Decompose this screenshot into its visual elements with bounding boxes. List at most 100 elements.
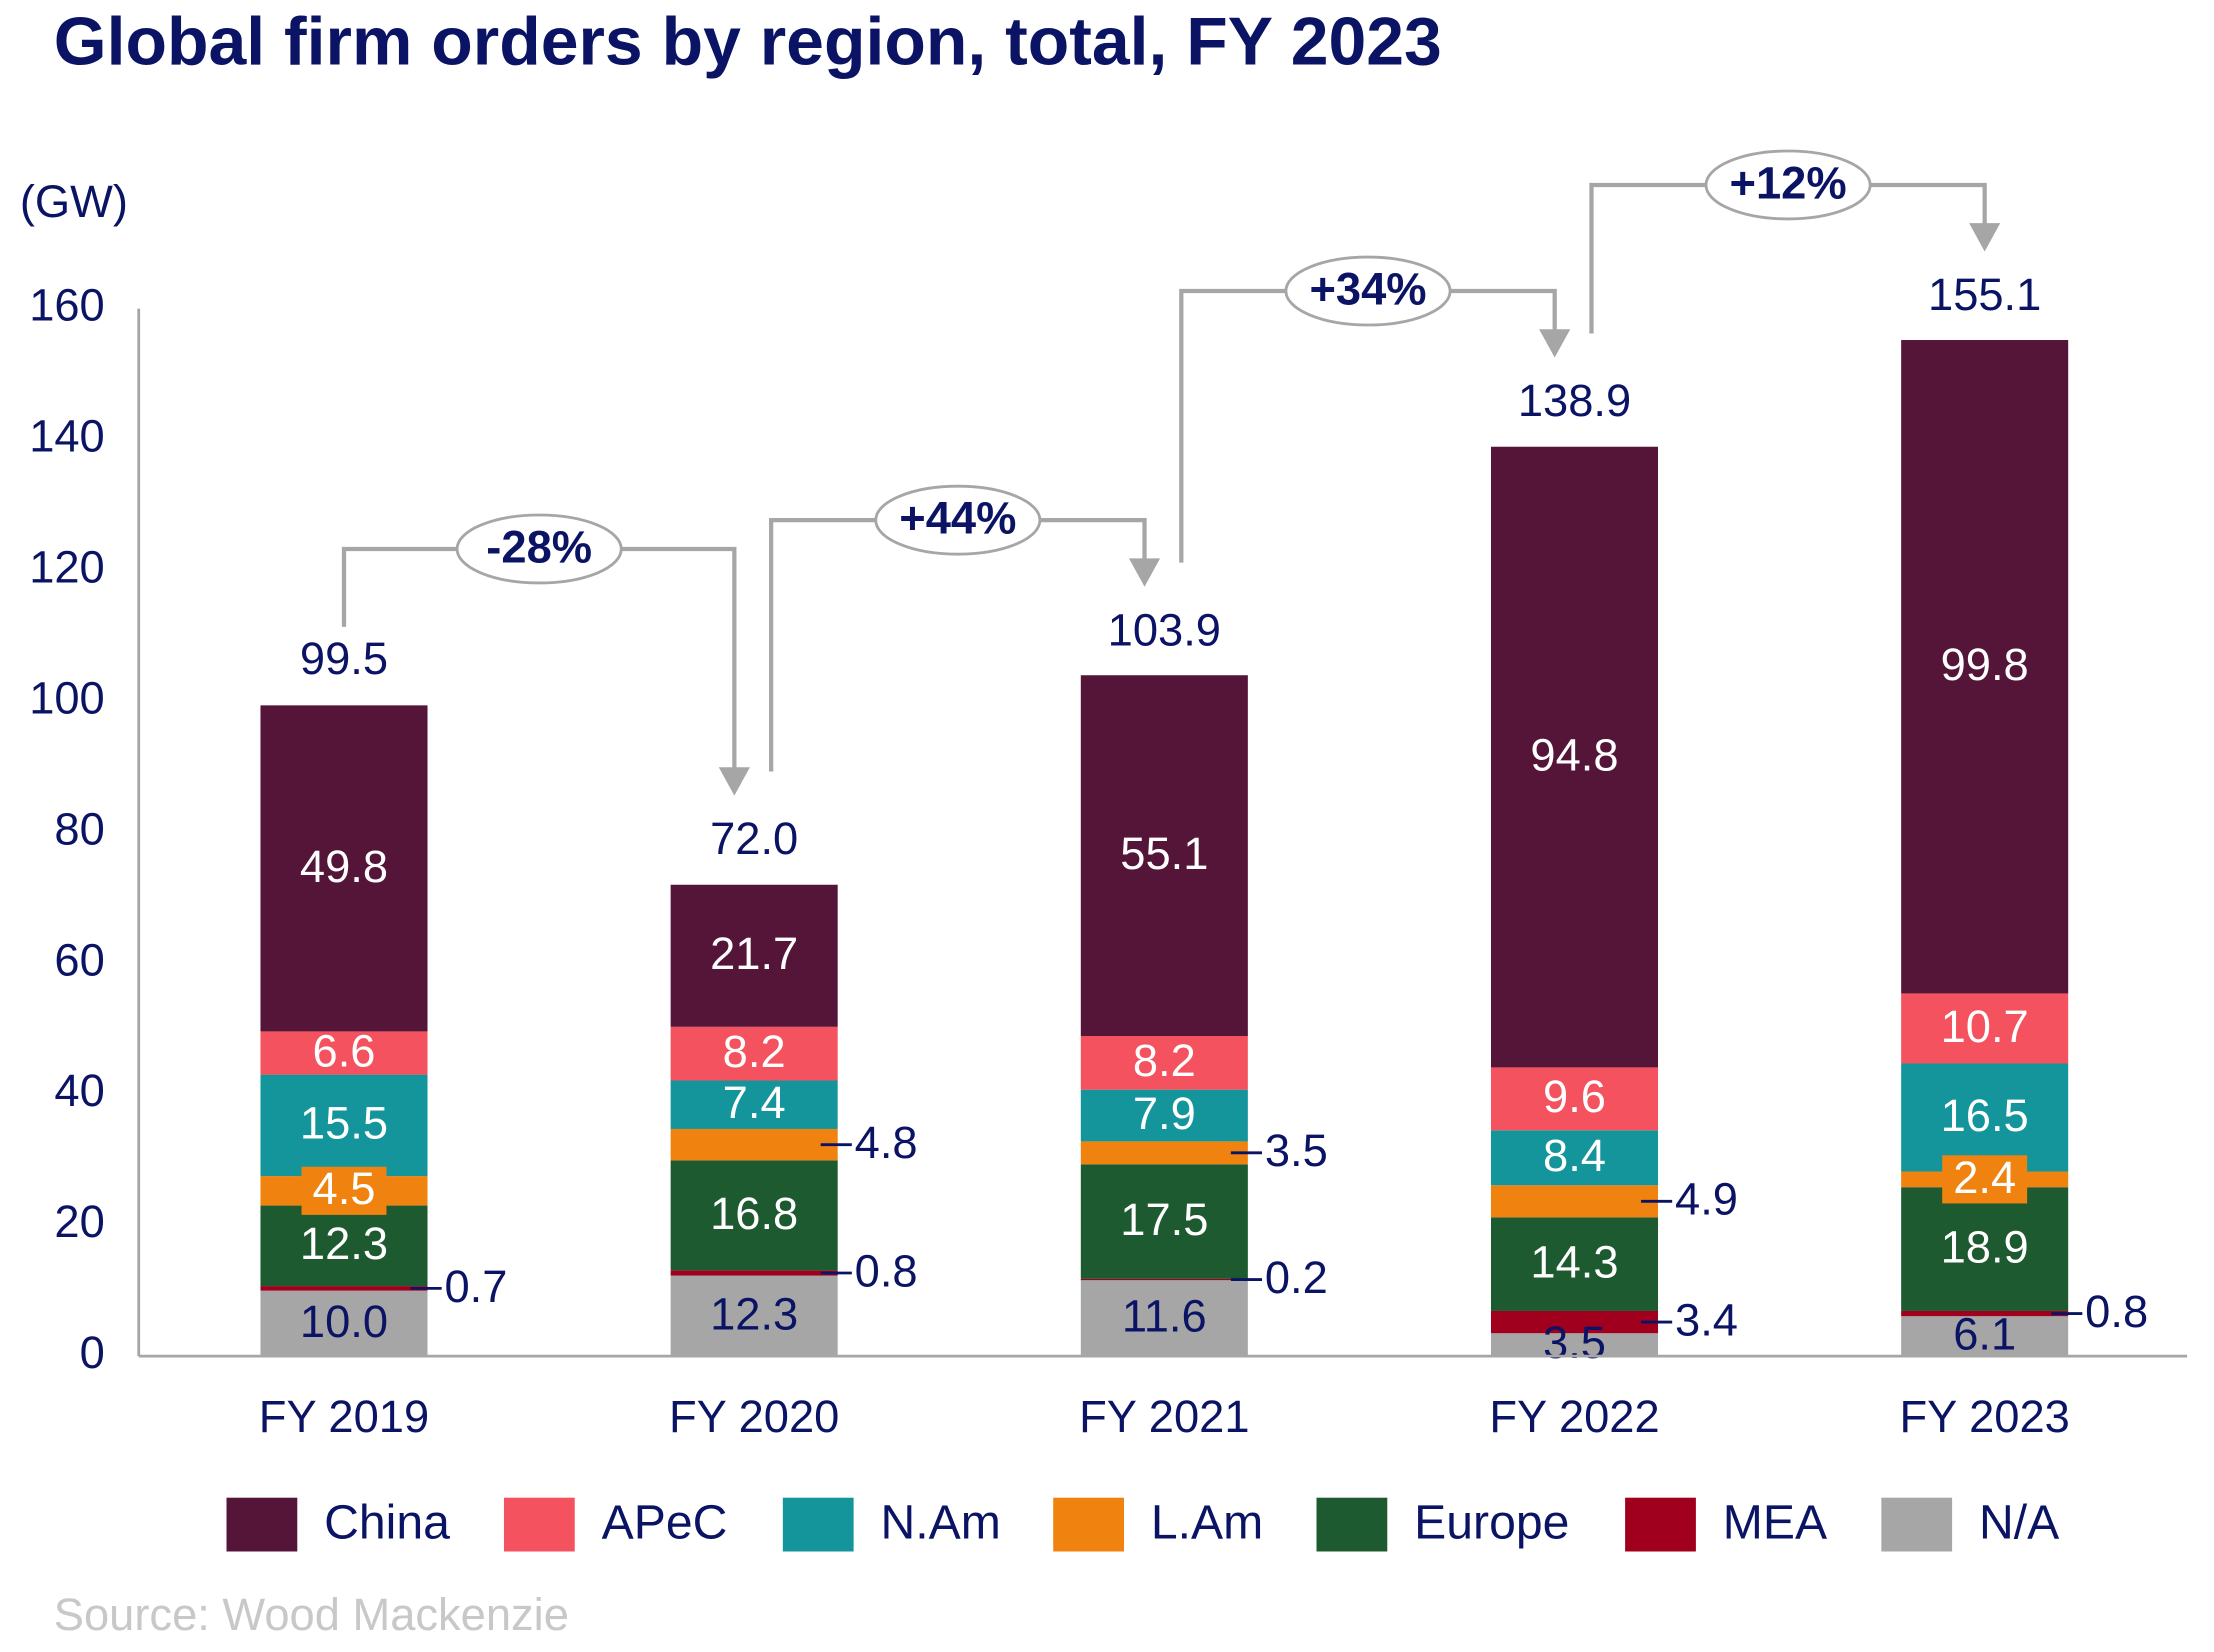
change-bubble (455, 513, 623, 585)
data-label: 10.7 (1941, 1001, 2029, 1052)
data-label: 7.4 (723, 1077, 786, 1128)
y-tick-label: 120 (29, 541, 105, 592)
legend-label: L.Am (1151, 1496, 1263, 1550)
label-box (1942, 1155, 2028, 1204)
bar-segment (1490, 1067, 1659, 1131)
legend-swatch (503, 1497, 575, 1552)
data-label: 18.9 (1941, 1221, 2029, 1272)
data-label: 21.7 (710, 928, 798, 979)
data-label: 0.8 (855, 1245, 918, 1296)
change-label: -28% (486, 521, 592, 572)
y-tick-label: 160 (29, 280, 105, 331)
bar-segment (1080, 1035, 1248, 1090)
bar-segment (260, 705, 428, 1032)
change-arrow (718, 767, 750, 796)
y-tick-label: 80 (54, 803, 104, 854)
bar-segment (1490, 1333, 1659, 1357)
label-box (301, 1166, 387, 1215)
x-tick-label: FY 2022 (1489, 1391, 1659, 1442)
data-label: 0.2 (1265, 1252, 1328, 1303)
legend-swatch (1053, 1497, 1124, 1552)
bar-segment (1080, 1141, 1248, 1165)
y-tick-label: 100 (29, 672, 105, 723)
data-label: 17.5 (1120, 1194, 1208, 1245)
data-label: 4.5 (313, 1163, 376, 1214)
change-bubble (874, 484, 1042, 556)
data-label: 94.8 (1530, 729, 1618, 780)
x-tick-label: FY 2021 (1079, 1391, 1249, 1442)
bar-segment (1901, 1316, 2069, 1357)
total-label: 103.9 (1108, 604, 1221, 655)
x-tick-label: FY 2023 (1899, 1391, 2069, 1442)
data-label: 12.3 (710, 1288, 798, 1339)
data-label: 0.8 (2085, 1286, 2148, 1337)
x-tick-label: FY 2020 (669, 1391, 839, 1442)
bar-segment (1901, 993, 2069, 1064)
bar-segment (1080, 1280, 1248, 1357)
change-arrow (1969, 223, 2001, 252)
legend-swatch (782, 1497, 854, 1552)
bar-segment (1490, 1217, 1659, 1311)
y-tick-label: 140 (29, 411, 105, 462)
data-label: 15.5 (300, 1098, 388, 1149)
data-label: 11.6 (1122, 1291, 1207, 1342)
change-label: +12% (1730, 157, 1847, 208)
legend-swatch (1316, 1497, 1388, 1552)
bar-segment (670, 1270, 838, 1276)
bar-segment (1901, 1310, 2069, 1317)
data-label: 4.8 (855, 1117, 918, 1168)
source: Source: Wood Mackenzie (54, 1589, 569, 1640)
y-axis-label: (GW) (20, 176, 128, 227)
legend-label: N/A (1979, 1496, 2059, 1550)
change-arrow (1128, 558, 1161, 587)
bar-segment (670, 1080, 838, 1129)
data-label: 4.9 (1675, 1174, 1738, 1225)
data-label: 8.2 (1133, 1035, 1196, 1086)
data-label: 12.3 (300, 1218, 388, 1269)
bar-segment (670, 1160, 838, 1271)
bar-segment (670, 884, 838, 1027)
bar-segment (1490, 1185, 1659, 1218)
data-label: 8.2 (723, 1026, 786, 1077)
data-label: 10.0 (300, 1296, 388, 1347)
change-label: +44% (899, 493, 1016, 544)
chart-title: Global firm orders by region, total, FY … (54, 4, 1442, 80)
bar-segment (1080, 1164, 1248, 1279)
bar-segment (260, 1031, 428, 1075)
data-label: 55.1 (1120, 828, 1208, 879)
bar-segment (1901, 1187, 2069, 1311)
bar-segment (670, 1026, 838, 1081)
legend-swatch (226, 1497, 298, 1552)
bar-segment (1901, 1063, 2069, 1172)
data-label: 16.5 (1941, 1090, 2029, 1141)
data-label: 2.4 (1953, 1152, 2016, 1203)
bar-segment (1901, 340, 2069, 994)
legend-label: Europe (1414, 1496, 1569, 1550)
legend-swatch (1881, 1497, 1953, 1552)
data-label: 6.6 (313, 1025, 376, 1076)
bar-segment (1080, 1278, 1248, 1281)
bar-segment (1490, 446, 1659, 1068)
bar-segment (260, 1205, 428, 1287)
data-label: 6.1 (1953, 1309, 2016, 1360)
bar-segment (1080, 675, 1248, 1036)
bar-segment (1490, 1310, 1659, 1334)
data-label: 99.8 (1941, 639, 2029, 690)
x-tick-label: FY 2019 (259, 1391, 429, 1442)
legend-label: MEA (1723, 1496, 1827, 1550)
bar-segment (1490, 1130, 1659, 1186)
bar-segment (260, 1286, 428, 1291)
bar-segment (670, 1275, 838, 1357)
total-label: 99.5 (300, 633, 388, 684)
data-label: 7.9 (1133, 1088, 1196, 1139)
legend-label: N.Am (881, 1496, 1001, 1550)
data-label: 3.5 (1543, 1317, 1606, 1368)
bar-segment (670, 1128, 838, 1161)
data-label: 14.3 (1530, 1237, 1618, 1288)
data-label: 0.7 (445, 1261, 508, 1312)
change-bubble (1284, 255, 1452, 327)
legend-swatch (1625, 1497, 1696, 1552)
y-tick-label: 20 (54, 1196, 104, 1247)
